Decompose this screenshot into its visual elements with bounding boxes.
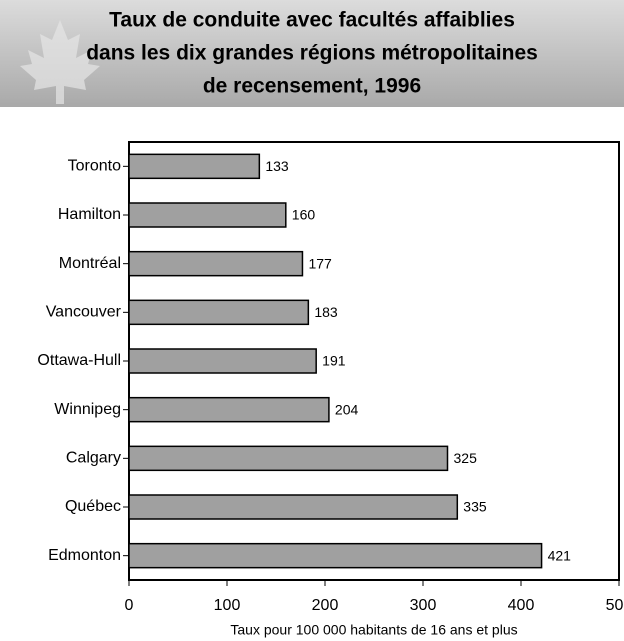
chart-title: de recensement, 1996 <box>203 75 421 98</box>
y-tick-label: Edmonton <box>48 547 121 564</box>
bar <box>128 542 543 569</box>
x-tick-label: 300 <box>410 597 437 614</box>
bar <box>128 445 449 472</box>
value-label: 183 <box>314 304 338 320</box>
bar <box>128 250 304 277</box>
bar <box>128 348 317 374</box>
title-banner <box>0 0 624 107</box>
y-tick-label: Winnipeg <box>54 401 121 418</box>
value-label: 421 <box>548 547 572 563</box>
y-tick-label: Québec <box>65 498 121 515</box>
bar <box>128 299 310 326</box>
chart-title: Taux de conduite avec facultés affaiblie… <box>109 9 515 32</box>
y-tick-label: Ottawa-Hull <box>37 352 121 369</box>
bar <box>128 153 261 180</box>
x-tick-label: 400 <box>508 597 535 614</box>
x-axis-title: Taux pour 100 000 habitants de 16 ans et… <box>230 622 517 638</box>
x-tick-label: 200 <box>312 597 339 614</box>
value-label: 177 <box>308 255 332 271</box>
bar <box>128 396 330 423</box>
x-tick-label: 100 <box>214 597 241 614</box>
x-tick-label: 0 <box>125 597 134 614</box>
x-tick-label: 500 <box>606 597 624 614</box>
value-label: 133 <box>265 158 289 174</box>
bar <box>128 494 459 520</box>
bar <box>128 202 287 228</box>
y-tick-label: Hamilton <box>58 206 121 223</box>
chart-title: dans les dix grandes régions métropolita… <box>86 42 538 65</box>
value-label: 325 <box>454 450 478 466</box>
y-tick-label: Calgary <box>66 450 121 467</box>
maple-leaf <box>20 20 100 104</box>
y-tick-label: Vancouver <box>46 304 122 321</box>
value-label: 335 <box>463 499 487 515</box>
y-tick-label: Montréal <box>59 255 121 272</box>
value-label: 160 <box>292 207 316 223</box>
value-label: 191 <box>322 353 346 369</box>
y-tick-label: Toronto <box>68 158 121 175</box>
value-label: 204 <box>335 401 359 417</box>
